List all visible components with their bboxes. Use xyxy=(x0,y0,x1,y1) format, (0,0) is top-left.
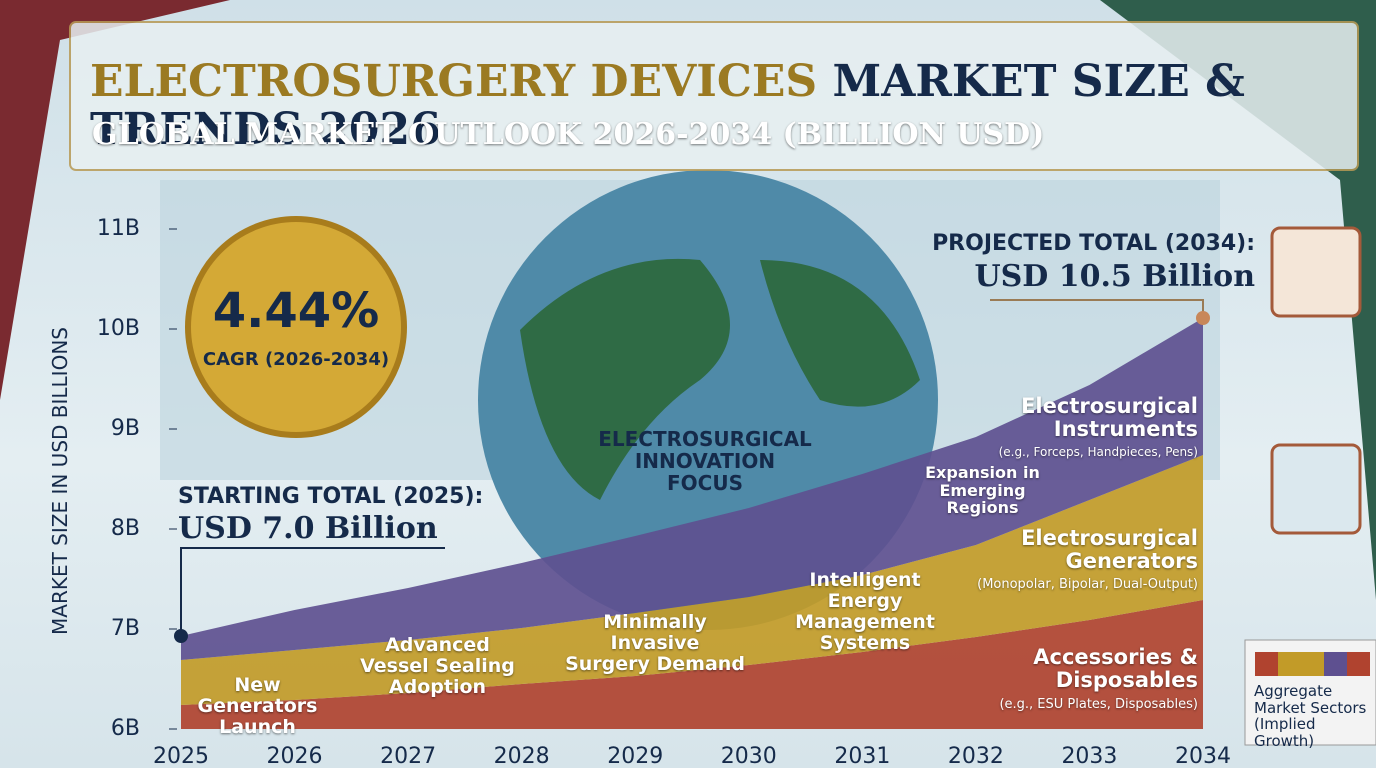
annotation: Expansion in Emerging Regions xyxy=(925,463,1040,518)
x-tick-label: 2029 xyxy=(607,744,663,768)
series-note: (e.g., Forceps, Handpieces, Pens) xyxy=(998,445,1198,459)
series-note: (e.g., ESU Plates, Disposables) xyxy=(999,697,1198,712)
total-point xyxy=(174,629,188,643)
area xyxy=(181,318,1203,660)
annotation: Minimally Invasive Surgery Demand xyxy=(565,611,745,675)
total-point xyxy=(1196,311,1210,325)
series-label: Electrosurgical Generators xyxy=(1021,526,1198,574)
title: MARKET SIZE & TRENDS 2026 xyxy=(90,56,1245,156)
x-tick-label: 2030 xyxy=(721,744,777,768)
subtitle: GLOBAL MARKET OUTLOOK 2026-2034 (BILLION… xyxy=(92,117,1045,152)
y-tick-label: 10B xyxy=(97,316,140,341)
series-label: Accessories & Disposables xyxy=(1033,645,1198,693)
start-label: STARTING TOTAL (2025): xyxy=(178,484,484,509)
x-tick-label: 2031 xyxy=(834,744,890,768)
area xyxy=(181,600,1203,729)
cagr-badge xyxy=(185,216,407,438)
series-label: Electrosurgical Instruments xyxy=(1021,394,1198,442)
legend-swatch xyxy=(1278,652,1301,676)
y-tick-label: 8B xyxy=(111,516,140,541)
y-tick-label: 9B xyxy=(111,416,140,441)
start-value: USD 7.0 Billion xyxy=(178,511,438,546)
x-tick-label: 2032 xyxy=(948,744,1004,768)
x-tick-label: 2027 xyxy=(380,744,436,768)
legend-swatch xyxy=(1301,652,1324,676)
globe-land xyxy=(520,258,920,500)
area xyxy=(181,455,1203,705)
x-tick-label: 2026 xyxy=(267,744,323,768)
title-row: ELECTROSURGERY DEVICES MARKET SIZE & TRE… xyxy=(90,56,1350,156)
y-tick-label: 6B xyxy=(111,716,140,741)
x-tick-label: 2033 xyxy=(1061,744,1117,768)
legend-swatch xyxy=(1255,652,1278,676)
y-axis-label: MARKET SIZE IN USD BILLIONS xyxy=(48,327,72,635)
y-tick-label: 11B xyxy=(97,216,140,241)
cagr-value: 4.44% xyxy=(212,283,380,339)
icon-sectors xyxy=(1270,443,1362,535)
end-value: USD 10.5 Billion xyxy=(974,259,1255,294)
corner-decoration xyxy=(0,0,230,400)
callout-line xyxy=(180,547,445,636)
title-highlight: ELECTROSURGERY DEVICES xyxy=(90,56,818,107)
series-note: (Monopolar, Bipolar, Dual-Output) xyxy=(977,577,1198,592)
end-label: PROJECTED TOTAL (2034): xyxy=(932,231,1255,256)
annotation: New Generators Launch xyxy=(197,674,318,738)
legend-swatch xyxy=(1324,652,1347,676)
cagr-label: CAGR (2026-2034) xyxy=(202,349,390,370)
legend-title: Aggregate Market Sectors (Implied Growth… xyxy=(1254,682,1367,750)
x-tick-label: 2028 xyxy=(494,744,550,768)
legend-swatch xyxy=(1347,652,1370,676)
annotation: Intelligent Energy Management Systems xyxy=(795,569,935,654)
title-box xyxy=(69,21,1359,171)
x-tick-label: 2034 xyxy=(1175,744,1231,768)
x-tick-label: 2025 xyxy=(153,744,209,768)
annotation: Advanced Vessel Sealing Adoption xyxy=(360,634,515,698)
icon-instrument xyxy=(1270,226,1362,318)
y-tick-label: 7B xyxy=(111,616,140,641)
globe-label: ELECTROSURGICAL INNOVATION FOCUS xyxy=(598,427,812,495)
